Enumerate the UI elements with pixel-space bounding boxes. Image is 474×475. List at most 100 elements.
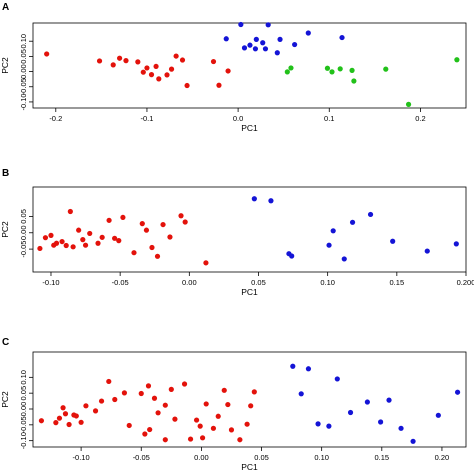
data-point: [251, 196, 257, 202]
x-tick-label: 0.00: [194, 453, 209, 462]
data-point: [92, 408, 99, 414]
data-point: [66, 421, 72, 428]
data-point: [253, 36, 259, 42]
data-point: [216, 82, 222, 88]
y-tick-label: 0.05: [19, 49, 28, 64]
data-point: [277, 36, 283, 42]
data-point: [117, 55, 123, 61]
data-point: [95, 240, 101, 246]
data-point: [168, 66, 175, 72]
y-tick-label: -0.05: [19, 78, 28, 95]
data-point: [139, 221, 145, 227]
data-point: [56, 415, 63, 421]
data-point: [334, 376, 340, 382]
data-point: [326, 423, 332, 429]
data-point: [410, 438, 416, 444]
data-point: [178, 213, 184, 219]
y-tick-label: 0.00: [19, 225, 28, 240]
data-point: [305, 30, 311, 36]
data-point: [228, 427, 235, 433]
data-point: [78, 419, 84, 425]
y-tick-label: 0.10: [19, 34, 28, 49]
data-point: [37, 245, 43, 252]
plot-frame: [32, 22, 467, 109]
data-point: [80, 237, 86, 243]
data-point: [151, 395, 158, 401]
data-point: [305, 366, 312, 372]
data-point: [330, 228, 336, 234]
data-point: [182, 219, 188, 225]
data-point: [337, 66, 343, 72]
data-point: [162, 402, 168, 408]
data-point: [223, 36, 229, 42]
data-point: [184, 82, 190, 89]
data-point: [44, 51, 50, 57]
data-point: [142, 431, 148, 437]
data-point: [203, 260, 209, 266]
data-point: [99, 234, 105, 240]
data-point: [110, 62, 116, 68]
x-tick-label: 0.200: [457, 278, 474, 287]
data-point: [123, 58, 129, 64]
data-point: [248, 403, 254, 409]
data-point: [326, 242, 332, 248]
series-0: [38, 378, 257, 443]
panel-c: C-0.10 -0.05 0.00 0.05 0.10 0.15 0.20-0.10-0.0…: [0, 337, 467, 472]
data-point: [268, 198, 274, 204]
panel-label: A: [2, 2, 9, 13]
data-point: [339, 34, 345, 41]
series-2: [284, 57, 460, 107]
data-point: [378, 419, 384, 425]
data-point: [284, 69, 290, 75]
x-tick-label: 0.15: [375, 453, 390, 462]
data-point: [73, 413, 79, 419]
data-point: [237, 437, 243, 443]
x-tick-label: -0.2: [49, 114, 62, 123]
data-point: [70, 244, 76, 250]
data-point: [83, 403, 89, 409]
data-point: [225, 401, 231, 408]
data-point: [274, 50, 280, 56]
data-point: [341, 256, 347, 262]
series-1: [223, 21, 345, 56]
x-tick-label: 0.10: [314, 453, 329, 462]
data-point: [42, 235, 49, 241]
data-point: [347, 409, 354, 416]
data-point: [181, 381, 188, 387]
data-point: [288, 65, 294, 71]
data-point: [454, 389, 461, 395]
data-point: [290, 363, 296, 369]
data-point: [351, 78, 357, 84]
data-point: [106, 217, 112, 223]
series-0: [37, 208, 209, 266]
data-point: [60, 405, 66, 411]
data-point: [76, 227, 82, 233]
data-point: [148, 72, 155, 78]
data-point: [262, 46, 269, 52]
data-point: [121, 390, 128, 396]
data-point: [144, 65, 150, 71]
panel-b: B-0.10 -0.05 0.00 0.05 0.10 0.15 0.200-0.050.0…: [0, 168, 474, 297]
data-point: [53, 240, 60, 246]
y-axis-label: PC2: [0, 57, 10, 74]
data-point: [116, 238, 122, 244]
data-point: [329, 69, 335, 75]
y-tick-label: -0.10: [19, 432, 28, 449]
data-point: [298, 391, 304, 397]
data-point: [62, 411, 69, 417]
data-point: [59, 238, 65, 245]
data-point: [138, 390, 144, 397]
x-tick-label: 0.05: [251, 278, 266, 287]
data-point: [120, 214, 126, 221]
data-point: [241, 45, 248, 51]
data-point: [96, 58, 103, 64]
data-point: [265, 22, 271, 28]
y-tick-label: 0.00: [19, 402, 28, 417]
x-tick-label: 0.00: [182, 278, 197, 287]
data-point: [349, 219, 356, 225]
data-point: [112, 235, 118, 241]
x-tick-label: 0.20: [435, 453, 450, 462]
data-point: [87, 230, 93, 237]
data-point: [210, 425, 217, 431]
x-axis-label: PC1: [241, 123, 258, 133]
